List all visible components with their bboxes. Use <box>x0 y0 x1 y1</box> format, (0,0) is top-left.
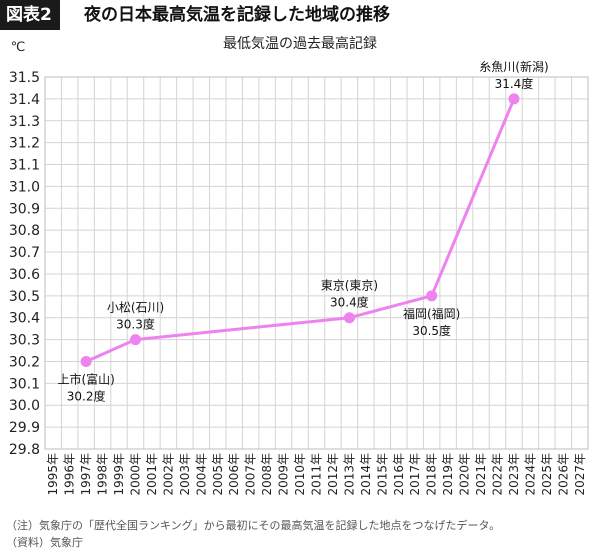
x-tick-label: 2017年 <box>408 453 422 496</box>
data-point <box>508 93 520 105</box>
x-tick-label: 2000年 <box>129 453 143 496</box>
footnote-note: （注）気象庁の「歴代全国ランキング」から最初にその最高気温を記録した地点をつなげ… <box>6 519 501 532</box>
footnote-source: （資料）気象庁 <box>6 536 83 549</box>
x-tick-label: 2010年 <box>293 453 307 496</box>
x-tick-label: 2015年 <box>375 453 389 496</box>
figure-title: 夜の日本最高気温を記録した地域の推移 <box>84 5 390 25</box>
x-tick-label: 1998年 <box>96 453 110 496</box>
x-tick-label: 2009年 <box>277 453 291 496</box>
x-tick-label: 2001年 <box>145 453 159 496</box>
x-tick-label: 2011年 <box>310 453 324 496</box>
y-tick-label: 30.8 <box>9 223 40 239</box>
y-tick-label: 31.2 <box>9 136 40 152</box>
x-tick-label: 2019年 <box>441 453 455 496</box>
x-tick-label: 1999年 <box>112 453 126 496</box>
y-tick-label: 30.5 <box>9 289 40 305</box>
x-tick-label: 2016年 <box>392 453 406 496</box>
data-label-place: 東京(東京) <box>321 279 378 293</box>
x-tick-label: 2024年 <box>523 453 537 496</box>
data-label-value: 30.2度 <box>67 388 106 403</box>
data-label-value: 31.4度 <box>495 76 534 91</box>
x-tick-label: 2002年 <box>161 453 175 496</box>
x-tick-label: 2023年 <box>507 453 521 496</box>
data-point <box>343 312 355 324</box>
data-label-place: 上市(富山) <box>57 371 114 386</box>
figure-number-badge: 図表2 <box>0 0 60 30</box>
x-tick-label: 2018年 <box>425 453 439 496</box>
plot-frame <box>44 76 589 450</box>
y-tick-label: 29.9 <box>9 420 40 436</box>
y-tick-label: 31.1 <box>9 158 40 174</box>
x-tick-label: 2007年 <box>244 453 258 496</box>
data-point <box>426 290 438 302</box>
data-label-value: 30.3度 <box>116 317 155 332</box>
y-tick-label: 30.3 <box>9 333 40 349</box>
x-tick-label: 2012年 <box>326 453 340 496</box>
data-label-place: 小松(石川) <box>107 301 164 315</box>
x-tick-label: 2020年 <box>458 453 472 496</box>
x-tick-label: 1996年 <box>63 453 77 496</box>
x-tick-label: 2008年 <box>260 453 274 496</box>
x-tick-label: 1995年 <box>46 453 60 496</box>
chart-title: 最低気温の過去最高記録 <box>223 35 377 52</box>
x-tick-label: 2025年 <box>540 453 554 496</box>
figure-header: 図表2 夜の日本最高気温を記録した地域の推移 <box>0 0 600 30</box>
x-tick-label: 2003年 <box>178 453 192 496</box>
y-tick-label: 30.1 <box>9 376 40 392</box>
data-label-value: 30.5度 <box>412 323 451 338</box>
y-tick-label: 31.4 <box>9 92 40 108</box>
x-tick-label: 2021年 <box>474 453 488 496</box>
y-tick-label: 30.4 <box>9 311 40 327</box>
y-tick-label: 31.3 <box>9 114 40 130</box>
x-tick-label: 2006年 <box>227 453 241 496</box>
x-tick-label: 2026年 <box>556 453 570 496</box>
y-tick-label: 30.0 <box>9 398 40 414</box>
x-tick-label: 2013年 <box>342 453 356 496</box>
x-tick-label: 2004年 <box>194 453 208 496</box>
data-point <box>130 334 141 346</box>
y-tick-label: 31.0 <box>9 179 40 195</box>
y-tick-label: 30.7 <box>9 245 40 261</box>
y-tick-label: 30.6 <box>9 267 40 283</box>
x-tick-label: 2014年 <box>359 453 373 496</box>
x-tick-label: 2027年 <box>573 453 587 496</box>
data-point <box>80 355 92 367</box>
x-tick-label: 1997年 <box>79 453 93 496</box>
y-tick-label: 29.8 <box>9 442 40 458</box>
y-tick-label: 30.9 <box>9 201 40 217</box>
data-label-value: 30.4度 <box>330 295 369 310</box>
y-tick-label: 30.2 <box>9 354 40 370</box>
x-tick-label: 2022年 <box>491 453 505 496</box>
x-tick-label: 2005年 <box>211 453 225 496</box>
y-axis-unit-label: ℃ <box>11 40 26 55</box>
data-label-place: 福岡(福岡) <box>403 306 460 321</box>
y-tick-label: 31.5 <box>9 70 40 86</box>
data-label-place: 糸魚川(新潟) <box>479 59 548 74</box>
